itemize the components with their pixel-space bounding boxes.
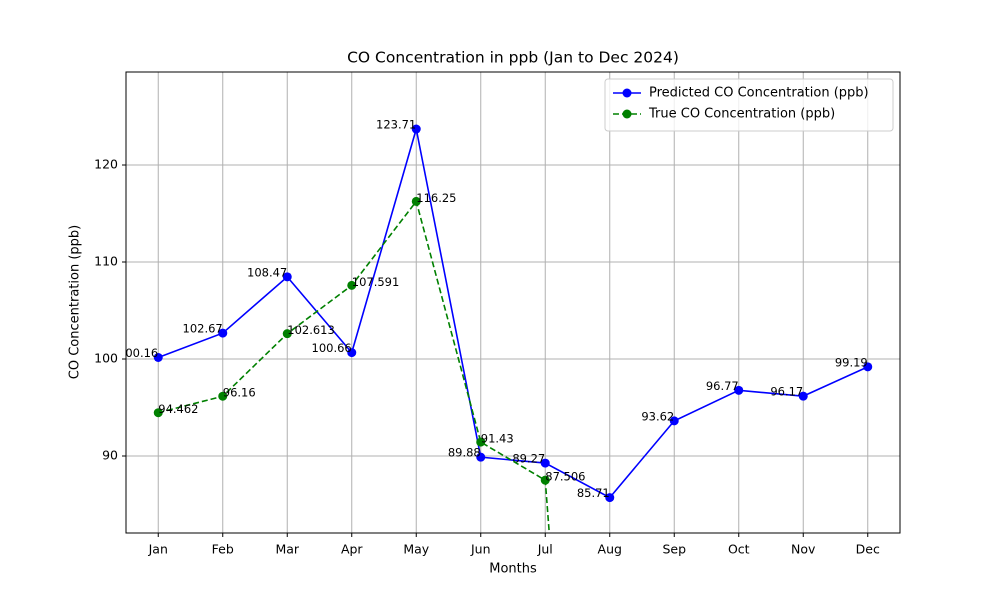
value-label: 87.506 <box>545 470 585 484</box>
marker <box>218 391 228 401</box>
marker <box>863 362 873 372</box>
marker <box>798 391 808 401</box>
legend-label: Predicted CO Concentration (ppb) <box>649 86 869 101</box>
legend: Predicted CO Concentration (ppb) True CO … <box>604 78 894 132</box>
x-tick-label: Sep <box>662 542 686 557</box>
value-label: 102.613 <box>287 323 335 337</box>
grid <box>126 72 900 533</box>
x-tick-label: Feb <box>212 542 234 557</box>
marker <box>411 124 421 134</box>
marker <box>476 452 486 462</box>
y-tick-label: 90 <box>102 447 118 462</box>
x-tick-label: May <box>403 542 429 557</box>
marker <box>218 328 228 338</box>
plot-area: 100.16 102.67 108.47 100.66 123.71 89.88 89.27… <box>118 118 873 533</box>
marker <box>411 196 421 206</box>
marker <box>347 280 357 290</box>
value-label: 102.67 <box>183 322 223 336</box>
legend-marker <box>622 109 632 119</box>
value-label: 94.462 <box>158 402 198 416</box>
value-label: 99.19 <box>835 355 868 369</box>
x-tick-label: Jun <box>470 542 491 557</box>
chart-title: CO Concentration in ppb (Jan to Dec 2024… <box>347 49 679 67</box>
x-tick-label: Nov <box>791 542 816 557</box>
value-label: 116.25 <box>416 191 456 205</box>
legend-box <box>604 78 894 132</box>
x-tick-label: Jan <box>148 542 168 557</box>
x-tick-label: Aug <box>598 542 622 557</box>
axes: Jan Feb Mar Apr May Jun Jul Aug Sep Oct Nov Dec 90 10… <box>94 157 880 557</box>
value-label: 100.66 <box>312 341 352 355</box>
value-label: 107.591 <box>352 275 400 289</box>
value-label: 96.17 <box>770 385 803 399</box>
x-tick-label: Jul <box>537 542 553 557</box>
marker <box>476 437 486 447</box>
marker <box>347 348 357 358</box>
marker <box>669 416 679 426</box>
value-label: 91.43 <box>481 432 514 446</box>
value-label: 96.77 <box>706 379 739 393</box>
marker <box>282 272 292 282</box>
value-label: 89.88 <box>448 446 481 460</box>
legend-marker <box>622 88 632 98</box>
marker <box>153 408 163 418</box>
value-label: 93.62 <box>641 409 674 423</box>
plot-frame <box>125 71 901 534</box>
y-tick-label: 110 <box>94 254 118 269</box>
value-label: 100.16 <box>118 346 158 360</box>
y-tick-label: 100 <box>94 350 118 365</box>
x-tick-label: Apr <box>341 542 363 557</box>
value-label: 89.27 <box>512 452 545 466</box>
marker <box>540 458 550 468</box>
value-label: 85.71 <box>577 486 610 500</box>
value-label: 123.71 <box>376 118 416 132</box>
marker <box>282 329 292 339</box>
x-tick-label: Oct <box>728 542 750 557</box>
y-tick-label: 120 <box>94 157 118 172</box>
y-axis-label: CO Concentration (ppb) <box>68 225 83 379</box>
series-line <box>157 128 869 499</box>
x-tick-label: Mar <box>275 542 299 557</box>
series-line <box>158 199 551 533</box>
marker <box>153 352 163 362</box>
x-tick-label: Dec <box>856 542 880 557</box>
marker <box>605 493 615 503</box>
marker <box>734 385 744 395</box>
legend-label: True CO Concentration (ppb) <box>648 107 835 122</box>
marker <box>540 475 550 485</box>
x-axis-label: Months <box>489 562 537 577</box>
value-label: 108.47 <box>247 265 287 279</box>
value-label: 96.16 <box>223 386 256 400</box>
